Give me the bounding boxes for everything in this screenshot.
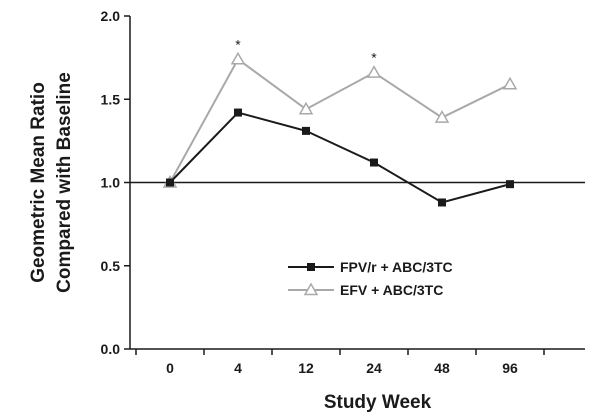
x-tick-label: 12: [298, 360, 314, 376]
x-axis-label: Study Week: [324, 392, 432, 413]
x-tick-label: 0: [166, 360, 174, 376]
legend-item-1: EFV + ABC/3TC: [288, 282, 443, 298]
y-ticks: 0.0 0.5 1.0 1.5 2.0: [101, 8, 130, 357]
series-1: [162, 51, 518, 188]
y-axis-label-line-1: Geometric Mean Ratio: [28, 82, 49, 283]
x-ticks: 0 4 12 24 48 96: [135, 349, 545, 376]
x-tick-label: 24: [366, 360, 382, 376]
legend-label: EFV + ABC/3TC: [340, 282, 443, 298]
annotation-layer: **: [235, 36, 377, 65]
significance-marker: *: [371, 50, 377, 66]
data-point: [502, 76, 518, 90]
series-line: [169, 57, 511, 183]
x-tick-label: 96: [502, 360, 518, 376]
series-layer: [162, 51, 518, 207]
data-point: [166, 178, 174, 187]
series-line: [169, 111, 511, 204]
legend-label: FPV/r + ABC/3TC: [340, 259, 453, 275]
y-tick-label: 1.0: [101, 175, 121, 191]
legend-marker: [303, 282, 319, 296]
y-tick-label: 1.5: [101, 91, 121, 107]
y-tick-label: 2.0: [101, 8, 121, 24]
data-point: [370, 158, 378, 167]
x-tick-label: 48: [434, 360, 450, 376]
y-axis-label: Geometric Mean Ratio Compared with Basel…: [28, 72, 75, 293]
y-tick-label: 0.5: [101, 258, 121, 274]
data-point: [434, 110, 450, 123]
data-point: [298, 101, 314, 115]
data-point: [366, 65, 382, 78]
x-tick-label: 4: [234, 360, 242, 376]
data-point: [506, 180, 514, 189]
data-point: [230, 51, 246, 65]
data-point: [438, 198, 446, 207]
y-tick-label: 0.0: [101, 341, 121, 357]
legend-marker: [307, 263, 315, 271]
data-point: [234, 108, 242, 117]
legend-item-0: FPV/r + ABC/3TC: [288, 259, 453, 275]
significance-marker: *: [235, 36, 241, 52]
series-0: [166, 108, 514, 207]
axes: [129, 16, 585, 350]
data-point: [302, 126, 310, 135]
legend: FPV/r + ABC/3TC EFV + ABC/3TC: [288, 259, 453, 298]
y-axis-label-line-2: Compared with Baseline: [54, 72, 75, 293]
